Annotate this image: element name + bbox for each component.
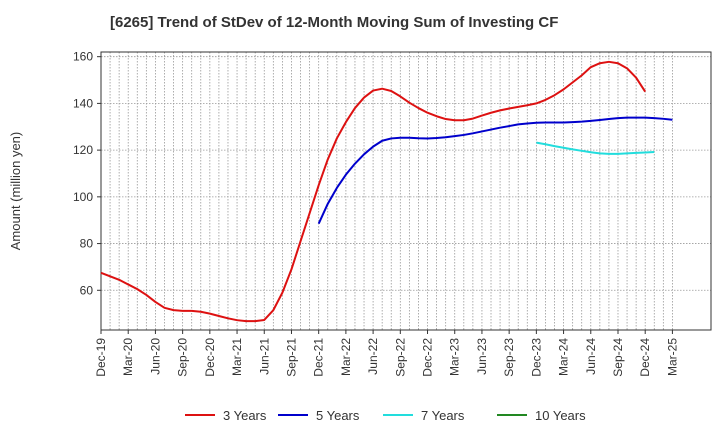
x-tick-label: Mar-20: [121, 338, 135, 376]
legend: 3 Years 5 Years 7 Years 10 Years: [185, 408, 586, 423]
legend-label-7-years: 7 Years: [421, 408, 465, 423]
series-lines: [100, 60, 673, 323]
x-tick-label: Mar-24: [557, 338, 571, 376]
y-tick-label: 60: [80, 283, 94, 297]
x-tick-label: Dec-22: [421, 338, 435, 377]
y-tick-label: 160: [73, 50, 93, 64]
x-tick-label: Dec-23: [529, 338, 543, 377]
chart-title: [6265] Trend of StDev of 12-Month Moving…: [110, 14, 559, 31]
series-line-3-years: [100, 60, 647, 323]
y-axis-title: Amount (million yen): [8, 132, 23, 251]
grid-lines: [101, 52, 711, 330]
x-tick-label: Sep-20: [176, 338, 190, 377]
series-line-5-years: [317, 116, 673, 225]
y-axis-ticks: 60 80 100 120 140 160: [73, 50, 101, 297]
x-tick-label: Mar-25: [665, 338, 679, 376]
x-tick-label: Mar-22: [339, 338, 353, 376]
plot-background: [101, 52, 711, 330]
y-tick-label: 80: [80, 237, 94, 251]
x-tick-label: Mar-23: [448, 338, 462, 376]
x-tick-label: Jun-23: [475, 338, 489, 375]
plot-border: [100, 51, 712, 331]
y-tick-label: 120: [73, 143, 93, 157]
x-tick-label: Dec-21: [312, 338, 326, 377]
x-tick-label: Dec-19: [94, 338, 108, 377]
legend-label-10-years: 10 Years: [535, 408, 586, 423]
x-tick-label: Jun-22: [366, 338, 380, 375]
x-tick-label: Jun-24: [584, 338, 598, 375]
x-tick-label: Mar-21: [230, 338, 244, 376]
x-tick-label: Dec-20: [203, 338, 217, 377]
x-tick-label: Jun-20: [148, 338, 162, 375]
legend-label-5-years: 5 Years: [316, 408, 360, 423]
x-axis-ticks: Dec-19 Mar-20 Jun-20 Sep-20 Dec-20 Mar-21 Jun-…: [94, 330, 679, 377]
x-tick-label: Sep-22: [393, 338, 407, 377]
y-tick-label: 100: [73, 190, 93, 204]
y-tick-label: 140: [73, 96, 93, 110]
legend-label-3-years: 3 Years: [223, 408, 267, 423]
series-line-7-years: [536, 141, 655, 155]
x-tick-label: Sep-24: [611, 338, 625, 377]
x-tick-label: Sep-21: [284, 338, 298, 377]
x-tick-label: Sep-23: [502, 338, 516, 377]
x-tick-label: Jun-21: [257, 338, 271, 375]
x-tick-label: Dec-24: [638, 338, 652, 377]
